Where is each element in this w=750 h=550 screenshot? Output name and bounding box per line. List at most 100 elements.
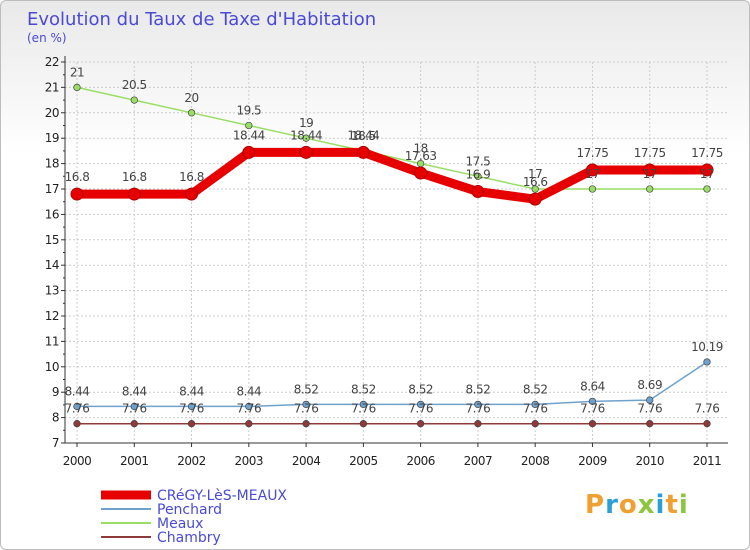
data-label: 7.76 [122,402,147,416]
x-tick-label: 2001 [120,454,149,468]
data-point [703,358,711,366]
x-tick-label: 2010 [635,454,664,468]
data-point [471,185,485,199]
data-point [245,420,253,428]
axes: 7 8 9 10 11 12 13 14 15 16 17 18 19 20 21 22 2000 2001 200… [45,55,728,468]
data-label: 7.76 [695,402,720,416]
legend-label: Meaux [157,516,203,532]
data-label: 8.52 [351,382,376,396]
data-point [646,185,654,193]
data-label: 7.76 [466,402,491,416]
data-point [130,96,138,104]
y-tick-label: 22 [45,55,59,69]
x-tick-label: 2000 [63,454,92,468]
data-point [185,187,199,201]
data-label: 17.5 [466,154,491,168]
logo-letter: i [678,490,689,520]
data-point [302,420,310,428]
chart-subtitle: (en %) [27,31,67,45]
data-point [245,121,253,130]
data-point [356,145,370,159]
data-label: 10.19 [691,340,723,354]
data-point [245,402,253,411]
data-point [187,420,196,428]
data-label: 8.69 [637,378,662,392]
logo-letter: o [618,490,638,520]
y-tick-label: 21 [45,80,59,94]
data-point [531,420,539,428]
logo-letter: r [605,490,619,520]
data-point [130,420,138,428]
data-point [646,420,654,428]
data-label: 7.76 [523,402,548,416]
y-tick-label: 13 [45,284,59,298]
data-point [531,185,539,193]
data-label: 16.6 [523,175,548,189]
data-label: 18.5 [351,129,376,143]
y-tick-label: 16 [45,207,59,221]
data-point [588,397,597,405]
y-tick-label: 7 [52,436,59,450]
data-point [187,402,196,411]
data-label: 19 [299,116,313,130]
y-tick-label: 10 [45,360,59,374]
logo-letter: t [665,490,679,520]
data-point [70,187,84,201]
grid [65,61,728,444]
data-label: 16.9 [466,168,491,182]
series-line [76,86,707,190]
data-label: 17 [528,167,542,181]
data-label: 8.52 [294,382,319,396]
data-label: 21 [70,65,84,79]
data-label: 18 [413,142,427,156]
data-point [703,185,711,193]
series-meaux [73,83,711,193]
data-point [299,145,313,159]
data-point [416,420,425,428]
data-point [242,145,256,159]
data-point [187,109,196,117]
data-point [474,420,482,428]
data-label: 18.44 [347,128,379,142]
data-label: 7.76 [580,402,605,416]
data-label: 17.75 [691,146,723,160]
data-point [703,420,711,428]
data-label: 8.52 [523,382,548,396]
data-point [588,185,597,193]
legend-label: Penchard [157,502,222,518]
x-tick-label: 2002 [177,454,206,468]
data-point [416,400,425,409]
x-tick-label: 2007 [464,454,493,468]
data-label: 7.76 [65,402,90,416]
x-tick-label: 2008 [521,454,550,468]
data-label: 8.52 [408,382,433,396]
series-line [77,361,708,408]
x-tick-label: 2004 [292,454,321,468]
data-point [531,400,539,409]
y-tick-label: 18 [45,157,59,171]
x-tick-label: 2003 [235,454,264,468]
data-label: 16.8 [65,170,90,184]
data-label: 16.8 [122,170,147,184]
data-label: 8.44 [122,384,147,398]
data-label: 8.64 [580,379,605,393]
series-chambry [73,420,711,428]
y-tick-label: 9 [52,385,59,399]
y-tick-label: 11 [45,334,59,348]
x-tick-label: 2005 [349,454,378,468]
data-point [528,192,542,206]
data-label: 20 [184,91,198,105]
data-point [127,187,141,201]
data-label: 18.44 [233,128,265,142]
data-label: 7.76 [294,402,319,416]
data-label: 8.52 [466,382,491,396]
data-label: 17 [643,167,657,181]
data-label: 8.44 [236,384,261,398]
data-label: 16.8 [179,170,204,184]
proxiti-logo: Proxiti [585,490,689,520]
data-label: 7.76 [236,402,261,416]
data-point [359,420,368,428]
y-tick-label: 12 [45,309,59,323]
